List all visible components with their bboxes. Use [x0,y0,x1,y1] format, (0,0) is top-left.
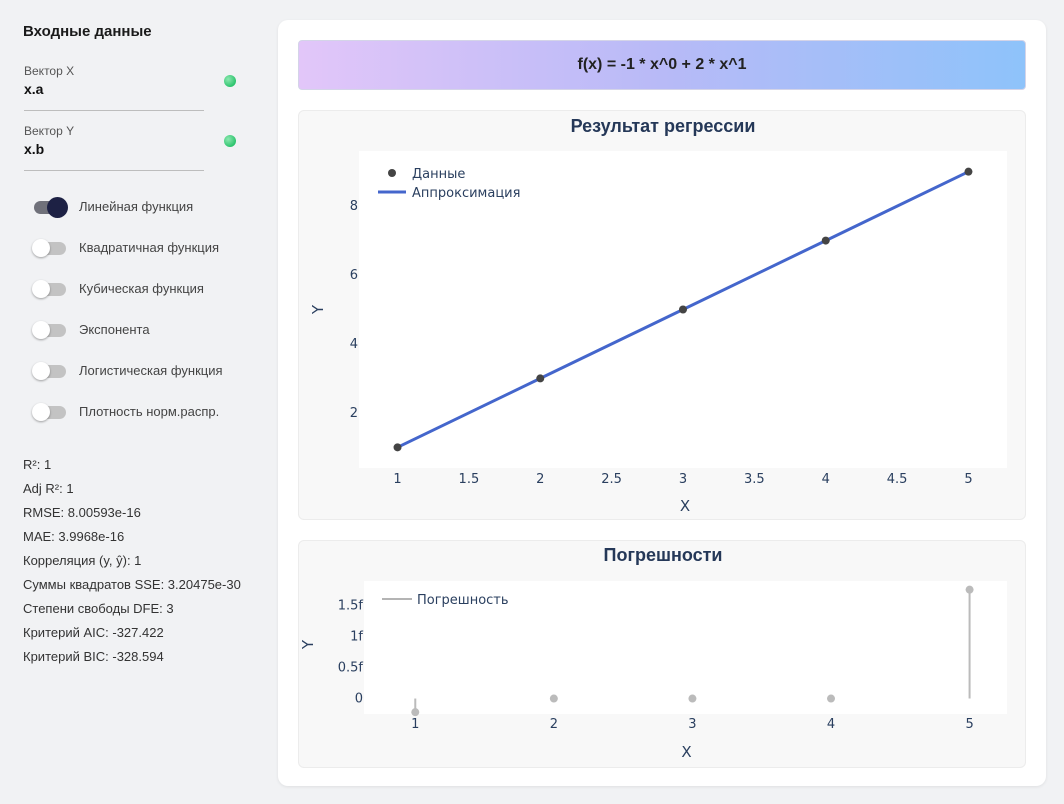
x-tick-label: 3.5 [744,472,765,487]
vector-y-label: Вектор Y [24,124,75,138]
regression-chart-panel: Результат регрессии 1 1.5 2 2.5 3 3.5 4 4.5 5 2 4 6 8… [298,110,1026,520]
x-tick-label: 4 [827,717,835,732]
error-chart-panel: Погрешности 1 2 3 4 5 0 0.5f 1f 1.5f X Y Погрешность [298,540,1026,768]
toggle-label: Плотность норм.распр. [79,404,220,419]
vector-y-status-icon [224,135,236,147]
toggle-switch[interactable] [32,280,66,298]
y-tick-label: 6 [350,268,358,283]
data-point [679,305,687,314]
function-toggle-row[interactable]: Логистическая функция [32,360,252,382]
toggle-switch[interactable] [32,403,66,421]
error-point [688,694,697,703]
x-tick-label: 5 [964,472,972,487]
y-tick-label: 0 [355,692,363,707]
y-tick-label: 1f [350,630,363,645]
sidebar: Входные данные Вектор X x.a Вектор Y x.b… [0,0,262,804]
y-tick-label: 2 [350,406,358,421]
y-tick-label: 0.5f [338,661,364,676]
x-tick-label: 3 [679,472,687,487]
sidebar-title: Входные данные [23,23,152,40]
toggle-knob[interactable] [32,239,50,257]
toggle-label: Квадратичная функция [79,240,220,255]
error-chart: Погрешности 1 2 3 4 5 0 0.5f 1f 1.5f X Y Погрешность [299,545,1007,761]
stat-line: Суммы квадратов SSE: 3.20475e-30 [23,577,241,592]
stat-line: Корреляция (y, ŷ): 1 [23,553,142,568]
x-tick-label: 3 [688,717,696,732]
function-toggle-row[interactable]: Экспонента [32,319,252,341]
error-point [549,694,558,703]
y-tick-label: 8 [350,199,358,214]
stat-line: Степени свободы DFE: 3 [23,601,174,616]
function-toggle-row[interactable]: Плотность норм.распр. [32,401,252,423]
x-tick-label: 1.5 [459,472,480,487]
toggle-knob[interactable] [32,403,50,421]
x-tick-label: 1 [411,717,419,732]
vector-x-field[interactable]: Вектор X x.a [24,64,204,111]
y-tick-label: 4 [350,337,358,352]
chart-title: Результат регрессии [571,116,756,136]
data-point [536,374,545,383]
data-point [393,443,402,452]
x-axis-label: X [680,497,690,515]
toggle-switch[interactable] [32,321,66,339]
plot-area [364,581,1007,714]
regression-chart: Результат регрессии 1 1.5 2 2.5 3 3.5 4 4.5 5 2 4 6 8… [309,116,1007,515]
chart-title: Погрешности [604,545,723,565]
toggle-knob[interactable] [32,280,50,298]
error-point [411,708,420,717]
toggle-knob[interactable] [47,197,68,218]
fit-statistics: R²: 1 Adj R²: 1 RMSE: 8.00593e-16 MAE: 3.99… [23,453,248,669]
toggle-knob[interactable] [32,362,50,380]
vector-x-status-icon [224,75,236,87]
x-tick-label: 5 [965,717,973,732]
x-axis-label: X [681,743,691,761]
y-tick-label: 1.5f [338,599,364,614]
x-tick-label: 2 [550,717,558,732]
data-point [964,167,973,176]
function-toggle-row[interactable]: Кубическая функция [32,278,252,300]
legend-fit-label: Аппроксимация [412,186,520,201]
stat-line: Критерий BIC: -328.594 [23,649,164,664]
error-point [965,585,974,594]
legend-error-label: Погрешность [417,593,509,608]
toggle-knob[interactable] [32,321,50,339]
stat-line: R²: 1 [23,457,52,472]
toggle-switch[interactable] [32,239,66,257]
stat-line: MAE: 3.9968e-16 [23,529,125,544]
toggle-label: Кубическая функция [79,281,204,296]
toggle-switch[interactable] [32,362,66,380]
stat-line: RMSE: 8.00593e-16 [23,505,141,520]
toggle-label: Линейная функция [79,199,194,214]
toggle-switch[interactable] [32,197,68,218]
formula-banner: f(x) = -1 * x^0 + 2 * x^1 [298,40,1026,90]
vector-x-value[interactable]: x.a [24,81,44,97]
toggle-label: Экспонента [79,322,150,337]
function-toggle-row[interactable]: Линейная функция [32,196,252,218]
y-axis-label: Y [309,304,327,315]
y-axis-label: Y [299,639,317,650]
legend-data-marker [388,169,396,177]
vector-y-value[interactable]: x.b [24,141,45,157]
toggle-label: Логистическая функция [79,363,223,378]
vector-x-label: Вектор X [24,64,75,78]
x-tick-label: 1 [393,472,401,487]
stat-line: Критерий AIC: -327.422 [23,625,164,640]
vector-y-field[interactable]: Вектор Y x.b [24,124,204,171]
legend-data-label: Данные [412,167,465,182]
function-toggle-row[interactable]: Квадратичная функция [32,237,252,259]
x-tick-label: 2 [536,472,544,487]
x-tick-label: 4.5 [887,472,908,487]
main-card: f(x) = -1 * x^0 + 2 * x^1 Результат регр… [278,20,1046,786]
x-tick-label: 4 [822,472,830,487]
data-point [821,236,830,245]
x-tick-label: 2.5 [601,472,622,487]
error-point [827,694,836,703]
stat-line: Adj R²: 1 [23,481,74,496]
